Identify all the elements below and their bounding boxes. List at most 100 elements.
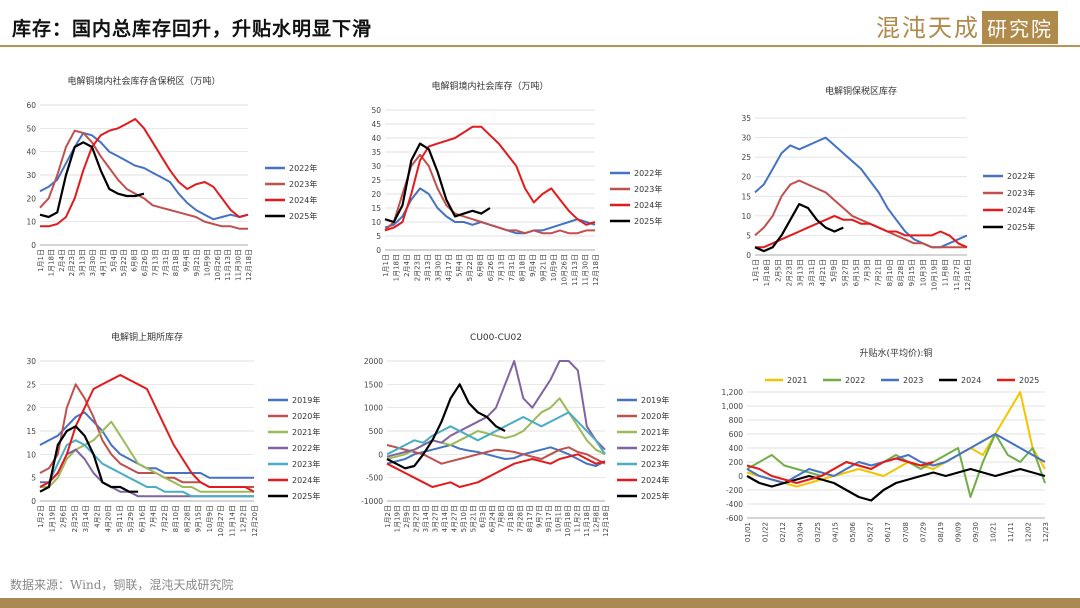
y-tick-label: 1500 — [364, 380, 383, 389]
legend-label: 2019年 — [292, 395, 320, 405]
legend-label: 2025 — [1019, 376, 1039, 385]
x-tick-label: 4月17日 — [99, 249, 107, 276]
series-line-2024年 — [40, 118, 249, 228]
chart-title: 电解铜境内社会库存（万吨） — [431, 80, 548, 92]
series-line-2019年 — [386, 444, 606, 467]
x-tick-label: 8月18日 — [519, 254, 527, 281]
y-tick-label: 20 — [26, 194, 36, 203]
logo-text: 混沌天成 — [876, 14, 980, 42]
y-tick-label: 15 — [741, 192, 751, 201]
x-tick-label: 6月24日 — [488, 505, 496, 532]
legend-label: 2025年 — [634, 216, 662, 226]
series-line-2021年 — [40, 420, 254, 493]
legend-label: 2023年 — [641, 459, 669, 469]
y-tick-label: 0 — [31, 241, 36, 250]
x-tick-label: 2月4日 — [58, 249, 66, 272]
legend-label: 2024年 — [641, 475, 669, 485]
x-tick-label: 10月26日 — [561, 254, 569, 286]
legend-label: 2021 — [787, 376, 807, 385]
y-tick-label: 25 — [741, 153, 751, 162]
x-tick-label: 9月4日 — [183, 249, 191, 272]
x-tick-label: 4月20日 — [105, 505, 113, 532]
chart-social-inventory: 电解铜境内社会库存（万吨） 0 5 10 15 20 25 30 35 40 45 50 1月1日 1月1… — [371, 80, 662, 286]
series-line-2024年 — [386, 453, 606, 488]
x-tick-label: 12月16日 — [964, 259, 972, 291]
x-tick-label: 8月10日 — [886, 259, 894, 286]
x-tick-label: 8月28日 — [897, 259, 905, 286]
x-tick-label: 7月4日 — [150, 505, 158, 528]
series-line-2023年 — [384, 153, 595, 235]
x-tick-label: 12月18日 — [245, 249, 253, 281]
y-tick-label: 1,200 — [722, 388, 744, 397]
x-tick-label: 1月1日 — [382, 254, 390, 277]
x-tick-label: 2月23日 — [68, 249, 76, 276]
x-tick-label: 6月26日 — [487, 254, 495, 281]
y-tick-label: 5 — [31, 474, 36, 483]
series-line-2022年 — [384, 187, 596, 235]
series-line-2022 — [746, 433, 1046, 498]
series-line-2025 — [746, 457, 934, 484]
footer-bar — [0, 598, 1080, 608]
x-tick-label: 3月13日 — [424, 254, 432, 281]
y-tick-label: 50 — [371, 106, 381, 115]
chart-title: 电解铜保税区库存 — [825, 85, 897, 97]
x-tick-label: 10月19日 — [931, 259, 939, 291]
y-tick-label: 40 — [26, 148, 36, 157]
legend-label: 2024年 — [634, 200, 662, 210]
x-tick-label: 1月19日 — [393, 505, 401, 532]
y-tick-label: 25 — [26, 380, 36, 389]
x-tick-label: 3月30日 — [89, 249, 97, 276]
x-tick-label: 10月26日 — [214, 249, 222, 281]
y-tick-label: 30 — [26, 171, 36, 180]
chart-premium-discount: 升贴水(平均价):铜 -600 -400 -200 0 200 400 600 800 1,000… — [722, 347, 1050, 542]
x-tick-label: 12月18日 — [602, 505, 610, 537]
x-tick-label: 4月14日 — [441, 505, 449, 532]
y-tick-label: 60 — [26, 101, 36, 110]
x-tick-label: 5月21日 — [469, 505, 477, 532]
series-line-2025年 — [754, 202, 844, 253]
x-tick-label: 12月2日 — [240, 505, 248, 532]
legend-label: 2025年 — [292, 491, 320, 501]
x-tick-label: 04/15 — [832, 522, 840, 542]
legend-label: 2024 — [961, 376, 981, 385]
x-tick-label: 7月18日 — [507, 505, 515, 532]
x-tick-label: 7月28日 — [517, 505, 525, 532]
y-tick-label: 15 — [26, 427, 36, 436]
x-tick-label: 6月8日 — [131, 249, 139, 272]
x-tick-label: 10月9日 — [203, 249, 211, 276]
series-line-2024年 — [384, 125, 596, 232]
x-tick-label: 11月30日 — [582, 254, 590, 286]
y-tick-label: 15 — [371, 204, 381, 213]
x-tick-label: 10月9日 — [206, 505, 214, 532]
legend-label: 2025年 — [289, 211, 317, 221]
series-line-2023年 — [754, 179, 967, 249]
y-tick-label: -1000 — [361, 497, 383, 506]
x-tick-label: 06/17 — [884, 522, 892, 542]
x-tick-label: 02/12 — [779, 522, 787, 542]
series-line-2024 — [746, 467, 1046, 502]
x-tick-label: 7月31日 — [508, 254, 516, 281]
y-tick-label: 20 — [26, 404, 36, 413]
chart-title: 电解铜境内社会库存含保税区（万吨） — [67, 75, 220, 87]
chart-shfe-inventory: 电解铜上期所库存 0 5 10 15 20 25 30 1月2日 1月19日 2月6日 2月25日 3月… — [26, 331, 320, 537]
x-tick-label: 01/22 — [762, 522, 770, 542]
x-tick-label: 2月4日 — [403, 254, 411, 277]
legend-label: 2020年 — [641, 411, 669, 421]
x-tick-label: 2月23日 — [785, 259, 793, 286]
legend-label: 2023年 — [634, 184, 662, 194]
x-tick-label: 03/25 — [814, 522, 822, 542]
series-line-2025年 — [39, 425, 139, 493]
x-tick-label: 8月17日 — [526, 505, 534, 532]
legend-label: 2025年 — [641, 491, 669, 501]
legend-label: 2021年 — [292, 427, 320, 437]
y-tick-label: 20 — [371, 190, 381, 199]
x-tick-label: 9月21日 — [540, 254, 548, 281]
y-tick-label: 1,000 — [722, 402, 744, 411]
legend-label: 2022年 — [289, 163, 317, 173]
x-tick-label: 1月1日 — [752, 259, 760, 282]
x-tick-label: 11月8日 — [942, 259, 950, 286]
legend-label: 2024年 — [1007, 205, 1035, 215]
x-tick-label: 9月15日 — [195, 505, 203, 532]
legend-label: 2020年 — [292, 411, 320, 421]
y-tick-label: 5 — [746, 231, 751, 240]
